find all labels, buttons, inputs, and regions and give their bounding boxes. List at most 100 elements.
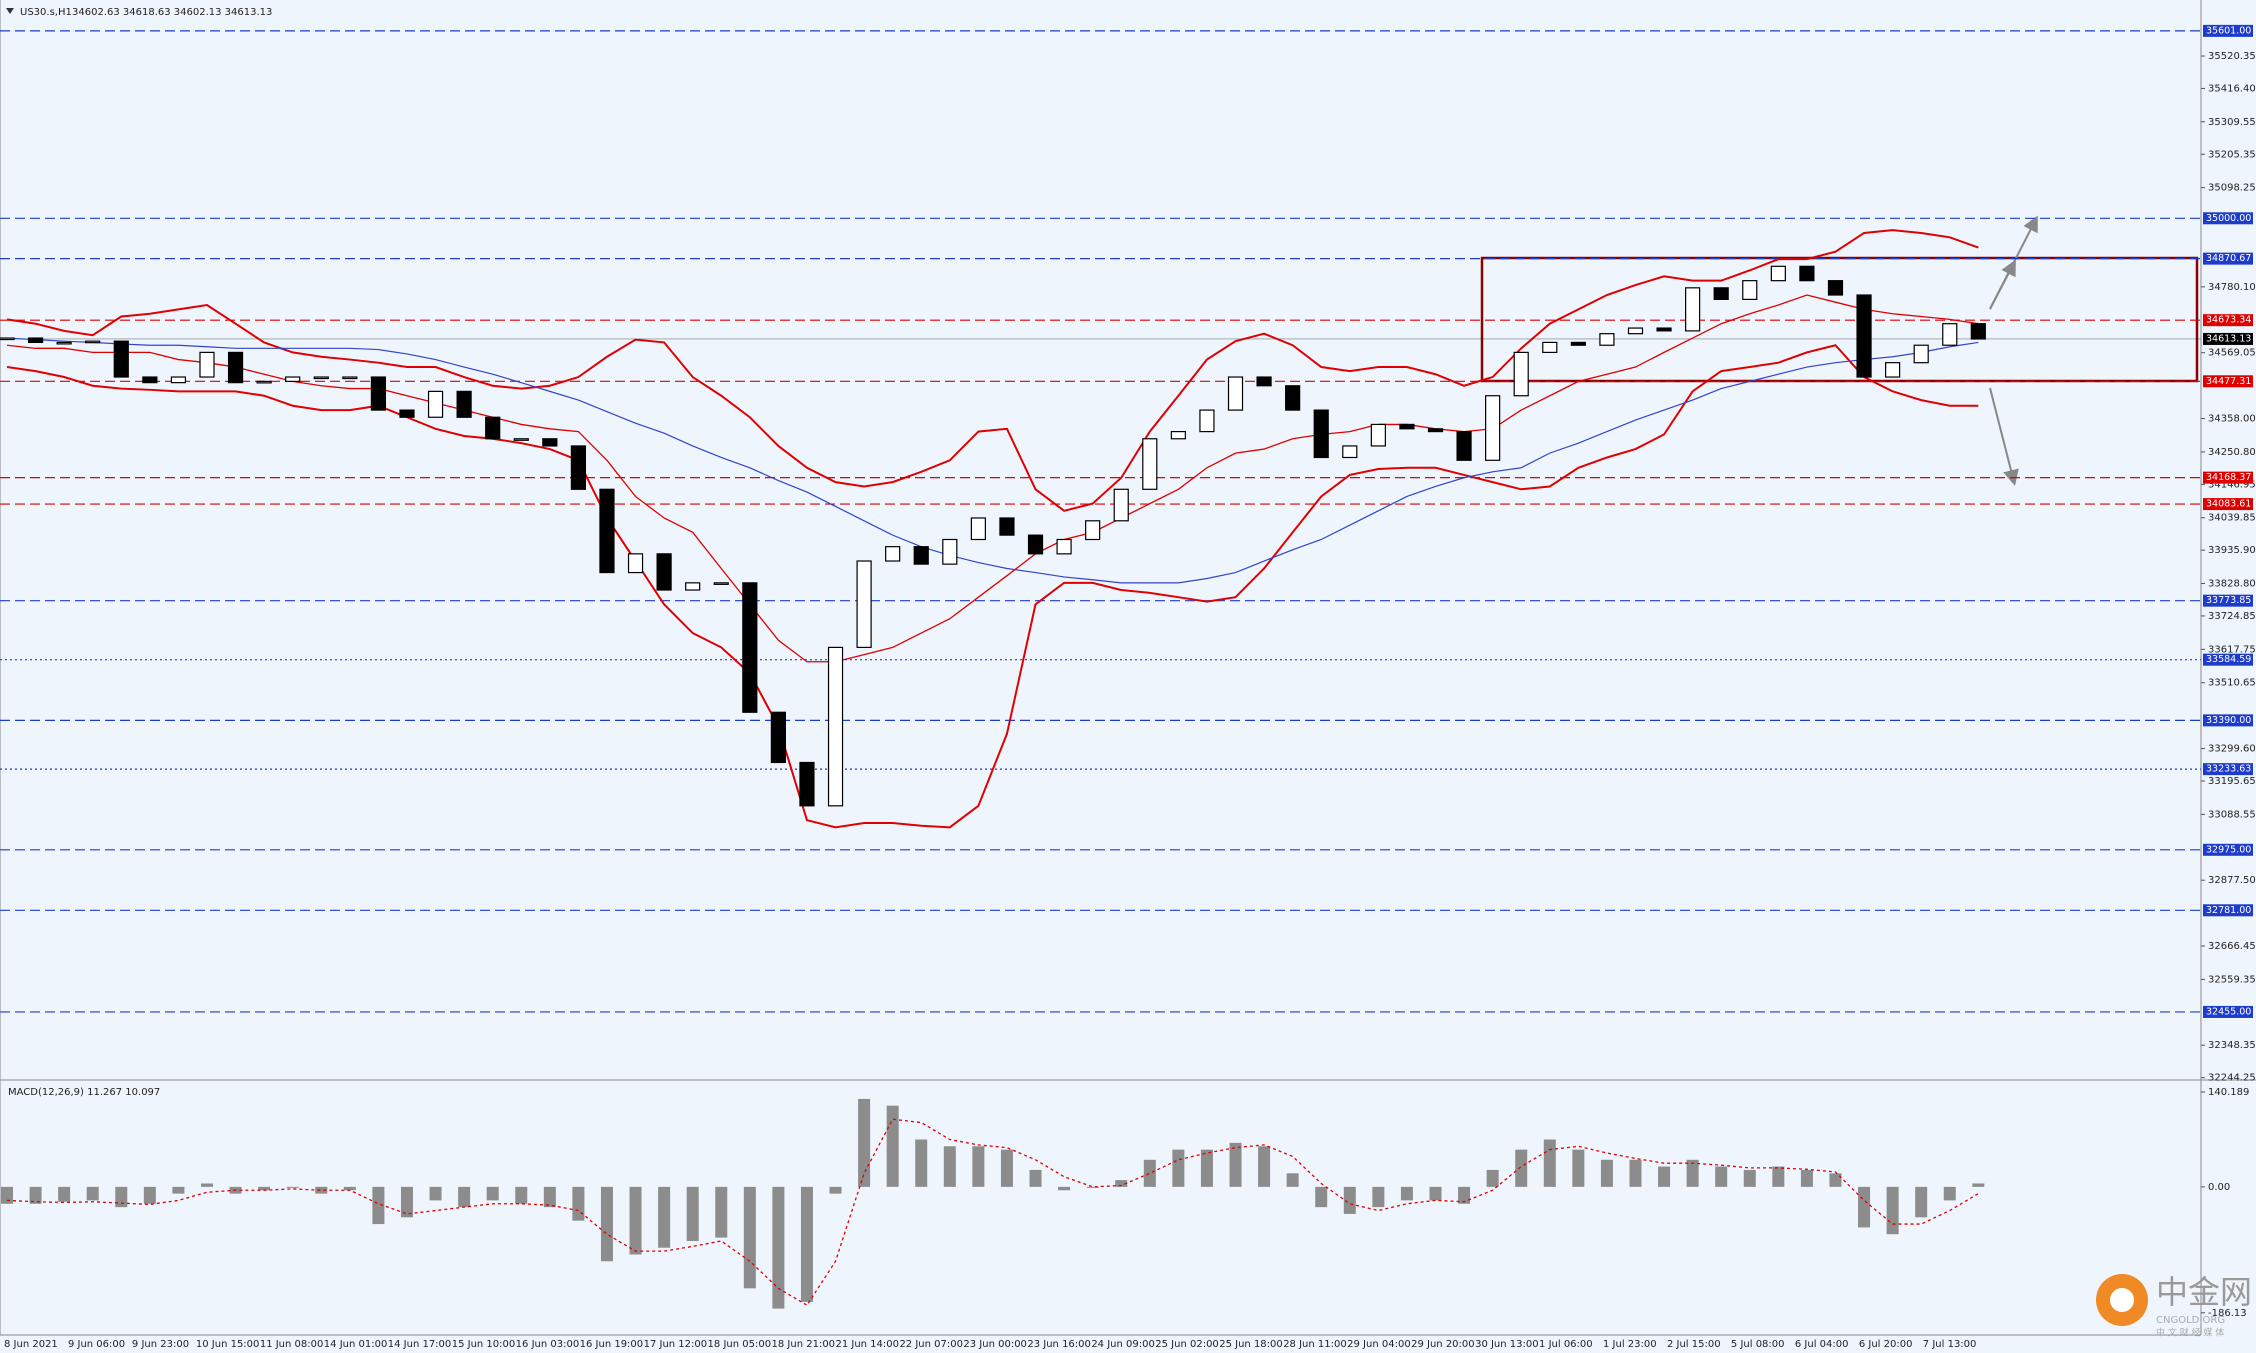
candle	[1742, 280, 1758, 300]
candle	[513, 438, 529, 441]
candle	[1770, 265, 1786, 282]
x-tick-label: 30 Jun 13:00	[1475, 1339, 1539, 1350]
macd-bar	[858, 1098, 871, 1187]
y-tick-label: 33510.65	[2208, 678, 2256, 689]
macd-bar	[1172, 1149, 1185, 1187]
candle	[1885, 362, 1901, 378]
x-tick-label: 9 Jun 06:00	[68, 1339, 125, 1350]
macd-bar	[1829, 1173, 1842, 1187]
y-tick-label: 140.189	[2208, 1087, 2249, 1098]
y-tick-label: 35098.25	[2208, 183, 2256, 194]
y-tick-label: 33088.55	[2208, 809, 2256, 820]
macd-bar	[1200, 1149, 1213, 1187]
macd-bar	[1800, 1169, 1813, 1187]
x-tick-label: 25 Jun 18:00	[1219, 1339, 1283, 1350]
candle	[342, 376, 358, 380]
candle	[1685, 287, 1701, 332]
candle	[1256, 376, 1272, 387]
y-tick-label: 34146.95	[2208, 479, 2256, 490]
x-tick-label: 1 Jul 23:00	[1603, 1339, 1657, 1350]
macd-bar	[286, 1186, 299, 1188]
macd-bar	[1629, 1159, 1642, 1187]
x-tick-label: 7 Jul 13:00	[1923, 1339, 1977, 1350]
candle	[885, 546, 901, 562]
macd-bar	[315, 1186, 328, 1194]
x-tick-label: 16 Jun 03:00	[516, 1339, 580, 1350]
candle	[1599, 333, 1615, 346]
level-box	[2203, 1005, 2253, 1018]
y-tick-label: 35205.35	[2208, 149, 2256, 160]
x-tick-label: 6 Jul 04:00	[1795, 1339, 1849, 1350]
candle	[1513, 351, 1529, 397]
candle	[1856, 294, 1872, 378]
level-box	[2203, 843, 2253, 856]
candle	[1456, 431, 1472, 461]
macd-bar	[1343, 1186, 1356, 1214]
menu-icon[interactable]	[6, 8, 14, 14]
candle	[27, 337, 44, 344]
macd-bar	[458, 1186, 471, 1208]
candle	[999, 517, 1015, 536]
candle	[1227, 376, 1244, 411]
symbol: US30.s,H1	[20, 7, 72, 18]
y-tick-label: 33195.65	[2208, 776, 2256, 787]
candle	[1427, 428, 1444, 433]
candle	[799, 761, 815, 807]
band-upper	[6, 229, 1979, 512]
level-box	[2203, 714, 2253, 727]
candle	[370, 376, 387, 411]
macd-bar	[1915, 1186, 1928, 1218]
x-tick-label: 17 Jun 12:00	[644, 1339, 708, 1350]
macd-bar	[429, 1186, 442, 1201]
level-box	[2203, 653, 2253, 666]
x-tick-label: 10 Jun 15:00	[196, 1339, 260, 1350]
macd-bar	[1686, 1159, 1699, 1187]
candle	[570, 445, 587, 490]
macd-bar	[343, 1186, 356, 1191]
macd-bar	[400, 1186, 413, 1218]
macd-bar	[172, 1186, 185, 1194]
x-tick-label: 18 Jun 05:00	[708, 1339, 772, 1350]
candle	[1570, 341, 1586, 346]
macd-bar	[1143, 1159, 1156, 1187]
candle	[1799, 265, 1815, 282]
candle	[427, 390, 444, 418]
macd-bar	[915, 1139, 928, 1187]
y-tick-label: 34358.00	[2208, 414, 2256, 425]
logo-inner	[2110, 1288, 2134, 1312]
level-box	[2203, 498, 2253, 511]
level-label: 34673.34	[2206, 315, 2251, 326]
y-tick-label: 33935.90	[2208, 545, 2256, 556]
y-tick-label: 35309.55	[2208, 117, 2256, 128]
macd-bar	[258, 1186, 271, 1191]
macd-bar	[658, 1186, 671, 1248]
candle	[942, 538, 958, 565]
macd-bar	[1572, 1149, 1585, 1187]
candle	[313, 376, 329, 380]
macd-bar	[543, 1186, 556, 1208]
y-tick-label: 32666.45	[2208, 941, 2256, 952]
level-box	[2203, 375, 2253, 388]
y-tick-label: 34250.80	[2208, 447, 2256, 458]
candle	[1399, 423, 1415, 430]
x-tick-label: 15 Jun 10:00	[452, 1339, 516, 1350]
site: CNGOLD.ORG	[2156, 1315, 2225, 1326]
macd-bar	[1258, 1146, 1271, 1187]
y-tick-label: 34569.05	[2208, 348, 2256, 359]
macd-bar	[1458, 1186, 1471, 1204]
x-tick-label: 14 Jun 17:00	[388, 1339, 452, 1350]
macd-bar	[372, 1186, 385, 1225]
level-box	[2203, 212, 2253, 225]
macd-bar	[1486, 1169, 1499, 1187]
ohlc: 34602.63 34618.63 34602.13 34613.13	[72, 7, 272, 18]
level-label: 34870.67	[2206, 253, 2251, 264]
macd-bar	[943, 1146, 956, 1187]
macd-bar	[1543, 1139, 1556, 1187]
macd-bar	[115, 1186, 128, 1208]
level-box	[2203, 904, 2253, 917]
signal-line	[6, 1118, 1979, 1307]
x-tick-label: 23 Jun 00:00	[963, 1339, 1027, 1350]
macd-bar	[1000, 1149, 1013, 1187]
x-tick-label: 29 Jun 20:00	[1411, 1339, 1475, 1350]
candle	[1027, 534, 1044, 555]
